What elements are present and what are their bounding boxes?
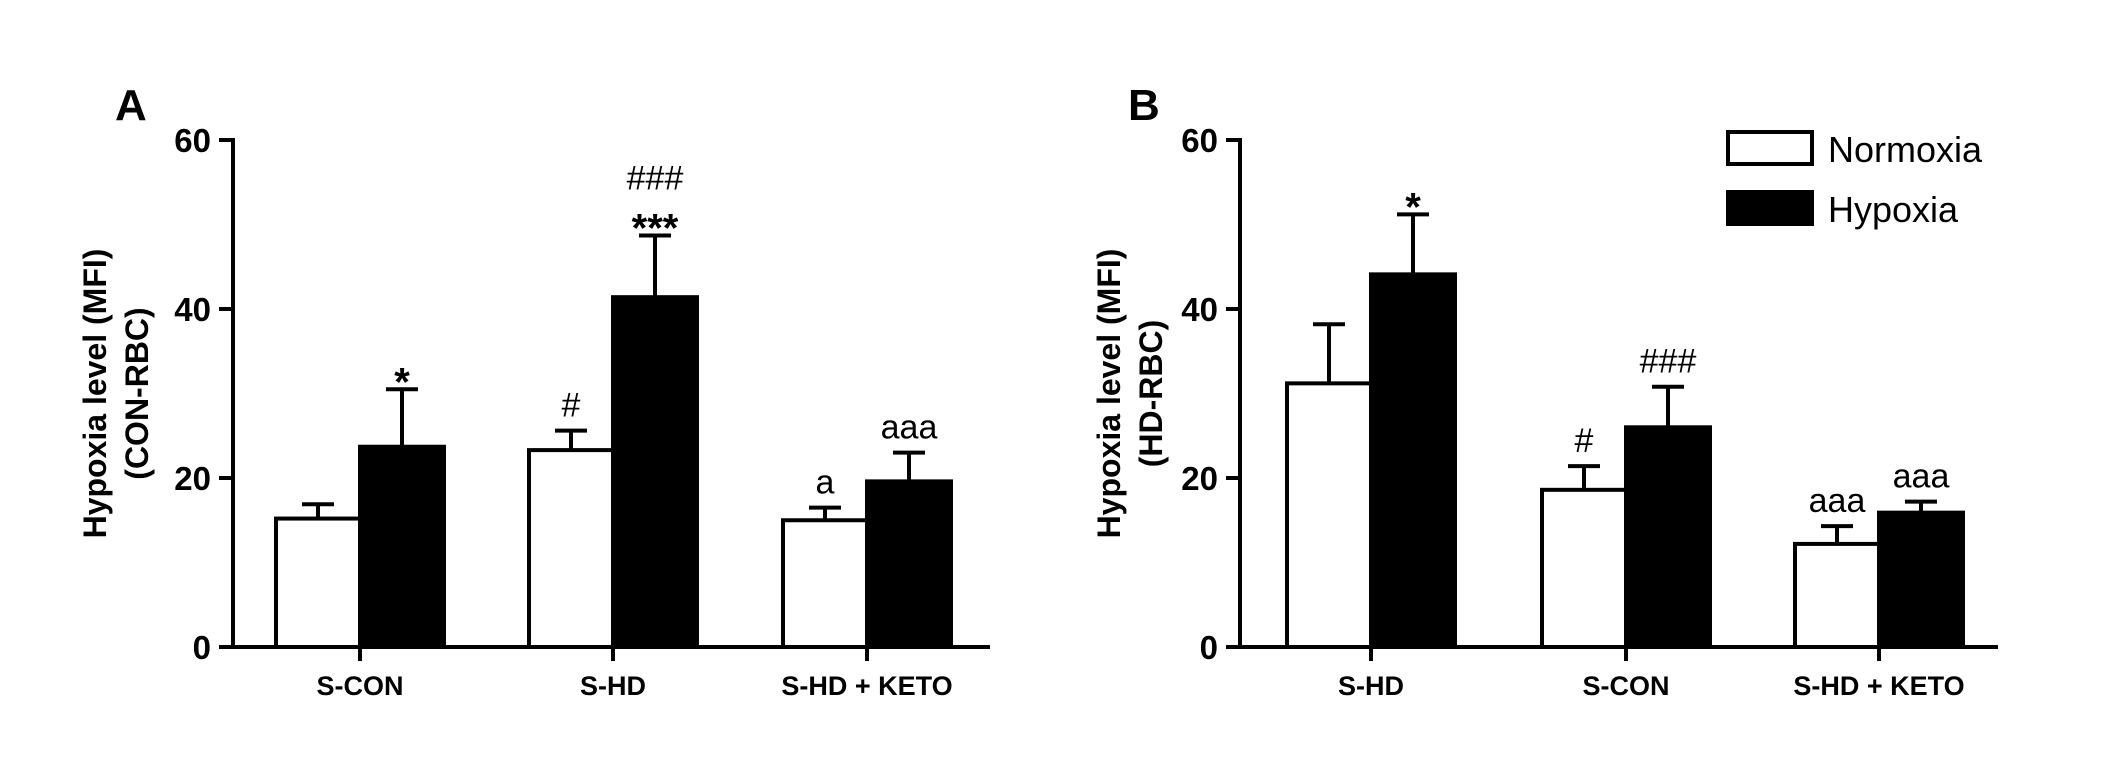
panel-b-bar-hypoxia — [1877, 510, 1965, 650]
panel-b-y-tick-label: 0 — [1200, 629, 1218, 666]
panel-b-y-tick-label: 20 — [1181, 460, 1218, 497]
panel-b-bar-normoxia — [1540, 487, 1628, 649]
panel-a-bar-hypoxia — [611, 295, 699, 649]
panel-a-significance-mark: a — [816, 464, 835, 502]
panel-b-significance-mark: # — [1575, 422, 1594, 460]
panel-a-letter: A — [115, 81, 147, 130]
legend-label-normoxia: Normoxia — [1828, 129, 1983, 170]
panel-b-significance-mark: * — [1405, 185, 1421, 229]
panel-b-bar-hypoxia — [1369, 272, 1457, 649]
panel-b-bar-hypoxia — [1624, 425, 1712, 649]
panel-b-bar-normoxia — [1285, 381, 1373, 649]
legend-swatch-hypoxia — [1726, 190, 1814, 226]
panel-b-significance-mark: aaa — [1893, 458, 1950, 496]
panel-a-category-label: S-CON — [317, 671, 404, 701]
panel-b-ylabel-line2: (HD-RBC) — [1133, 320, 1169, 468]
panel-a-significance-mark: # — [562, 387, 581, 425]
panel-a-significance-mark: ### — [627, 159, 684, 197]
panel-a-category-label: S-HD + KETO — [781, 671, 952, 701]
legend-swatch-normoxia — [1726, 130, 1814, 166]
panel-a-category-label: S-HD — [580, 671, 646, 701]
panel-a-y-tick-label: 40 — [174, 291, 211, 328]
panel-b-category-label: S-CON — [1583, 671, 1670, 701]
panel-a-bar-normoxia — [274, 516, 362, 649]
panel-b-category-label: S-HD — [1338, 671, 1404, 701]
panel-a-bar-hypoxia — [865, 479, 953, 649]
panel-a-y-tick-label: 60 — [174, 122, 211, 159]
panel-b-y-tick-label: 60 — [1181, 122, 1218, 159]
panel-a-bar-normoxia — [781, 518, 869, 649]
panel-a-significance-mark: *** — [632, 206, 679, 250]
panel-b-category-label: S-HD + KETO — [1793, 671, 1964, 701]
panel-a-bar-normoxia — [527, 448, 615, 649]
panel-b-y-tick-label: 40 — [1181, 291, 1218, 328]
panel-b-letter: B — [1128, 81, 1160, 130]
panel-b-significance-mark: ### — [1640, 343, 1697, 381]
panel-a-bar-hypoxia — [358, 444, 446, 649]
panel-b-ylabel-line1: Hypoxia level (MFI) — [1091, 249, 1127, 539]
panel-a-y-tick-label: 20 — [174, 460, 211, 497]
panel-a-significance-mark: aaa — [881, 409, 938, 447]
panel-b-significance-mark: aaa — [1809, 482, 1866, 520]
panel-a-ylabel-line2: (CON-RBC) — [119, 307, 155, 479]
panel-a-y-tick-label: 0 — [193, 629, 211, 666]
panel-b-bar-normoxia — [1793, 541, 1881, 649]
legend-label-hypoxia: Hypoxia — [1828, 189, 1959, 230]
panel-a-significance-mark: * — [394, 360, 410, 404]
panel-a-ylabel-line1: Hypoxia level (MFI) — [77, 249, 113, 539]
